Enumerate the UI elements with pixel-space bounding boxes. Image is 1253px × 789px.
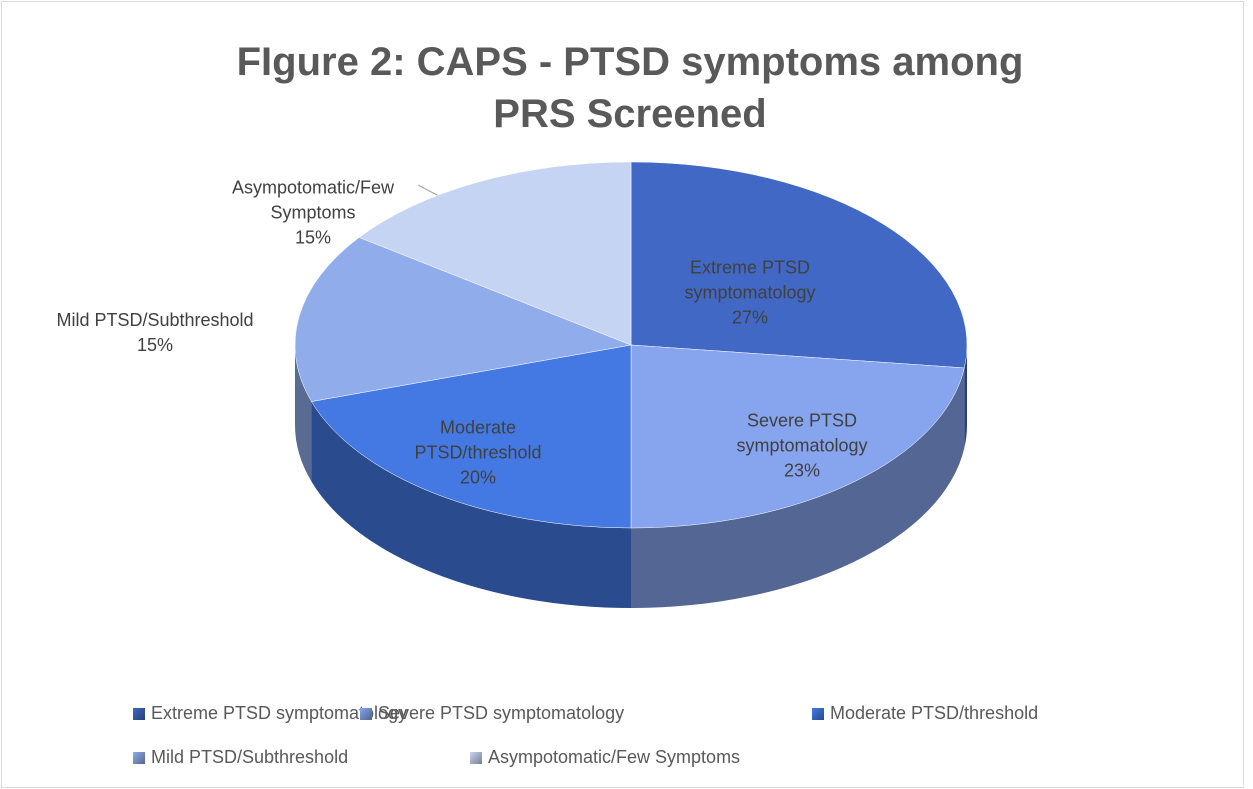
slice-top	[294, 237, 632, 402]
legend-label: Moderate PTSD/threshold	[830, 703, 1039, 723]
slice-side	[964, 345, 967, 448]
slice-top	[311, 344, 632, 529]
pie-slice	[358, 161, 632, 346]
legend-swatch	[133, 707, 145, 720]
data-label-value: 20%	[459, 467, 497, 488]
legend-label: Extreme PTSD symptomatology	[151, 703, 408, 723]
data-label-value: 27%	[731, 307, 769, 328]
data-label-name: Severe PTSD symptomatology	[736, 410, 868, 456]
legend-label: Mild PTSD/Subthreshold	[151, 747, 349, 767]
slice-top	[630, 344, 965, 529]
slice-side	[311, 401, 631, 608]
data-label-name: Extreme PTSD symptomatology	[684, 257, 816, 303]
legend-swatch	[812, 707, 824, 720]
legend-swatch	[133, 751, 145, 764]
pie-slice	[630, 161, 968, 448]
data-label-value: 23%	[783, 460, 821, 481]
pie-slice	[294, 237, 632, 482]
legend-swatch	[470, 751, 482, 764]
pie-slice	[311, 344, 632, 608]
data-label-name: Moderate PTSD/threshold	[414, 417, 542, 463]
data-label-value: 15%	[136, 335, 174, 355]
legend-item: Asympotomatic/Few Symptoms	[470, 747, 740, 768]
chart-title: FIgure 2: CAPS - PTSD symptoms among PRS…	[236, 40, 1024, 136]
legend-item: Moderate PTSD/threshold	[812, 703, 1038, 724]
legend-item: Extreme PTSD symptomatology	[133, 703, 407, 724]
pie-slice	[630, 344, 965, 608]
slice-side	[631, 367, 965, 608]
data-label: Extreme PTSD symptomatology 27%	[665, 256, 835, 331]
data-label: Mild PTSD/Subthreshold 15%	[55, 308, 255, 358]
data-label-value: 15%	[294, 227, 332, 248]
data-label: Moderate PTSD/threshold 20%	[393, 416, 563, 491]
legend-item: Mild PTSD/Subthreshold	[133, 747, 348, 768]
legend-swatch	[360, 707, 372, 720]
data-label: Asympotomatic/Few Symptoms 15%	[198, 176, 428, 251]
legend-label: Asympotomatic/Few Symptoms	[488, 747, 741, 767]
slice-top	[358, 161, 632, 346]
data-label: Severe PTSD symptomatology 23%	[717, 409, 887, 484]
legend-item: Severe PTSD symptomatology	[360, 703, 624, 724]
data-label-name: Asympotomatic/Few Symptoms	[231, 177, 395, 223]
slice-top	[630, 161, 968, 369]
slice-side	[295, 345, 312, 482]
legend-label: Severe PTSD symptomatology	[378, 703, 625, 723]
data-label-name: Mild PTSD/Subthreshold	[56, 310, 254, 330]
